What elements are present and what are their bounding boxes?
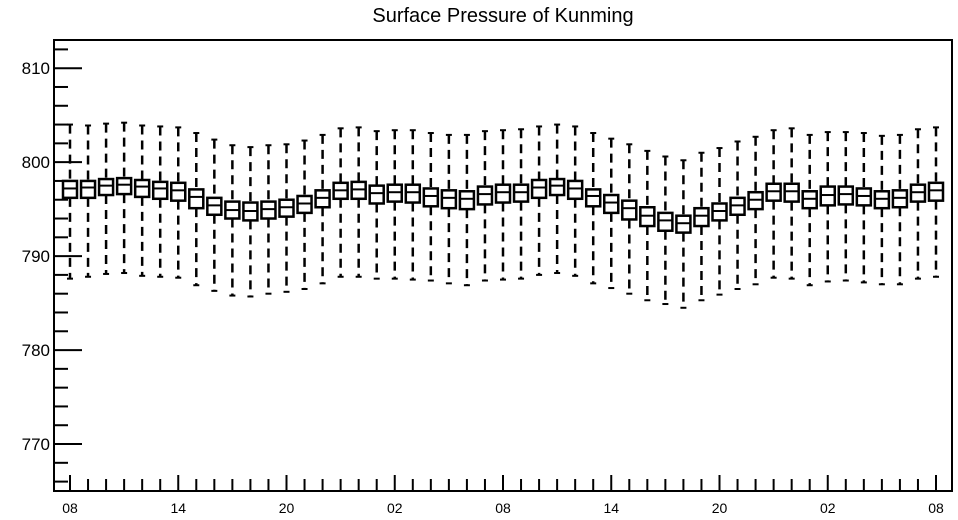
box-34 — [675, 159, 692, 309]
box-33 — [657, 155, 674, 306]
iqr-box — [621, 199, 638, 221]
box-19 — [404, 129, 422, 281]
box-4 — [133, 124, 151, 277]
box-5 — [151, 125, 169, 278]
box-47 — [909, 128, 927, 280]
box-28 — [566, 125, 584, 277]
iqr-box — [927, 181, 945, 202]
box-26 — [530, 125, 548, 276]
iqr-box — [79, 179, 97, 200]
iqr-box — [97, 177, 115, 197]
box-42 — [819, 131, 836, 283]
box-43 — [837, 131, 855, 282]
box-15 — [332, 127, 349, 278]
iqr-box — [115, 176, 133, 196]
iqr-box — [440, 189, 458, 210]
iqr-box — [133, 178, 151, 199]
box-27 — [548, 123, 566, 275]
iqr-box — [783, 182, 800, 203]
x-tick-label: 02 — [387, 500, 403, 516]
box-24 — [494, 129, 512, 281]
y-tick-label: 770 — [22, 435, 50, 454]
box-48 — [927, 126, 945, 278]
iqr-box — [494, 183, 512, 204]
box-16 — [350, 126, 367, 278]
iqr-box — [693, 206, 710, 228]
box-37 — [729, 140, 746, 290]
box-11 — [260, 144, 277, 295]
box-23 — [476, 130, 494, 282]
iqr-box — [476, 185, 494, 206]
box-44 — [855, 132, 873, 284]
x-axis: 08 14 20 02 08 14 20 02 08 — [62, 475, 944, 516]
iqr-box — [458, 190, 476, 211]
box-25 — [512, 128, 530, 280]
iqr-box — [566, 179, 584, 201]
box-46 — [891, 133, 909, 286]
box-20 — [422, 132, 440, 282]
iqr-box — [151, 180, 169, 201]
box-17 — [368, 130, 385, 280]
box-8 — [206, 138, 223, 292]
x-tick-label: 20 — [712, 500, 728, 516]
box-7 — [188, 132, 205, 287]
y-tick-label: 790 — [22, 247, 50, 266]
box-14 — [314, 133, 331, 285]
x-tick-label: 08 — [928, 500, 944, 516]
iqr-box — [170, 181, 187, 202]
box-29 — [584, 132, 602, 285]
box-12 — [278, 143, 295, 293]
x-tick-label: 02 — [820, 500, 836, 516]
box-30 — [603, 137, 620, 290]
y-tick-label: 800 — [22, 153, 50, 172]
x-tick-label: 08 — [495, 500, 511, 516]
x-tick-label: 14 — [170, 500, 186, 516]
box-21 — [440, 133, 458, 285]
x-tick-label: 08 — [62, 500, 78, 516]
box-45 — [873, 134, 891, 286]
box-13 — [296, 139, 313, 290]
x-tick-label: 20 — [279, 500, 295, 516]
box-32 — [639, 149, 656, 302]
box-38 — [747, 135, 764, 286]
iqr-box — [657, 211, 674, 232]
box-40 — [783, 127, 800, 280]
box-35 — [693, 151, 710, 302]
box-18 — [386, 129, 403, 280]
box-10 — [242, 146, 259, 298]
iqr-box — [548, 177, 566, 197]
iqr-box — [188, 188, 205, 210]
box-1 — [79, 124, 97, 278]
box-9 — [224, 144, 241, 297]
box-3 — [115, 121, 133, 275]
iqr-box — [368, 184, 385, 205]
y-axis: 770 780 790 800 810 — [22, 48, 82, 483]
box-6 — [170, 126, 187, 279]
box-22 — [458, 133, 476, 287]
y-tick-label: 780 — [22, 341, 50, 360]
iqr-box — [530, 178, 548, 200]
box-36 — [711, 147, 728, 296]
iqr-box — [837, 185, 855, 206]
y-tick-label: 810 — [22, 59, 50, 78]
x-tick-label: 14 — [603, 500, 619, 516]
iqr-box — [584, 188, 602, 208]
box-series — [61, 121, 945, 309]
box-0 — [61, 123, 79, 280]
chart-title: Surface Pressure of Kunming — [372, 5, 633, 27]
iqr-box — [404, 183, 422, 204]
box-41 — [801, 133, 818, 287]
iqr-box — [603, 193, 620, 215]
box-2 — [97, 122, 115, 275]
box-31 — [621, 143, 638, 295]
box-39 — [765, 129, 782, 279]
iqr-box — [422, 187, 440, 208]
